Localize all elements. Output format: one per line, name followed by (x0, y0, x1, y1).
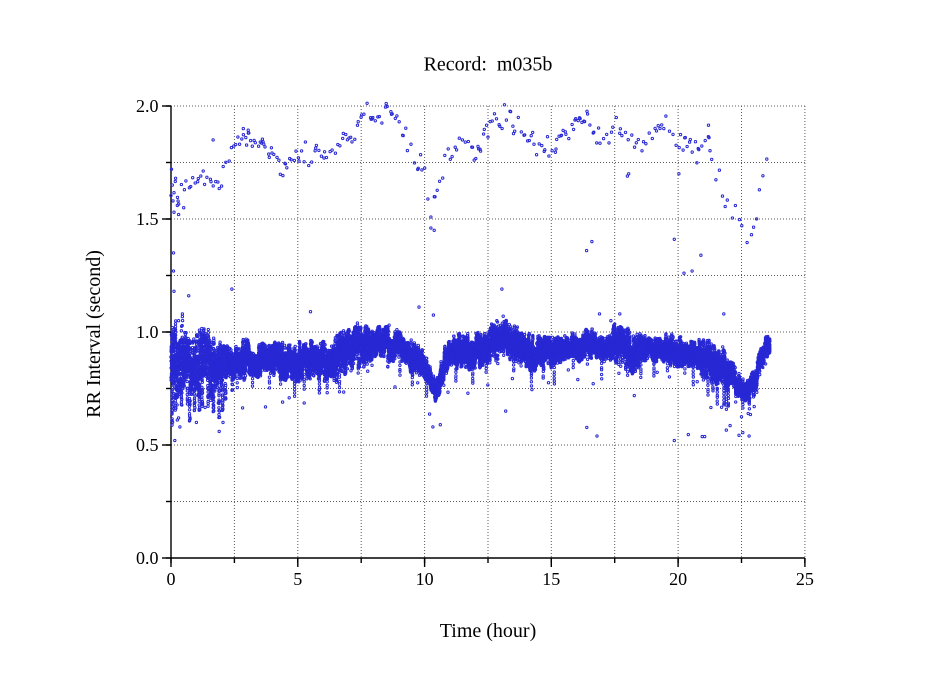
svg-text:Time (hour): Time (hour) (440, 620, 536, 642)
svg-text:5: 5 (293, 569, 302, 589)
svg-text:15: 15 (542, 569, 560, 589)
svg-text:RR Interval (second): RR Interval (second) (83, 250, 105, 418)
svg-text:Record: m035b: Record: m035b (424, 54, 553, 76)
svg-text:10: 10 (416, 569, 434, 589)
svg-text:0.0: 0.0 (136, 548, 159, 568)
svg-text:0: 0 (167, 569, 176, 589)
svg-text:25: 25 (796, 569, 814, 589)
svg-text:0.5: 0.5 (136, 435, 159, 455)
svg-text:20: 20 (669, 569, 687, 589)
svg-text:2.0: 2.0 (136, 96, 159, 116)
svg-text:1.0: 1.0 (136, 322, 159, 342)
svg-text:1.5: 1.5 (136, 209, 159, 229)
